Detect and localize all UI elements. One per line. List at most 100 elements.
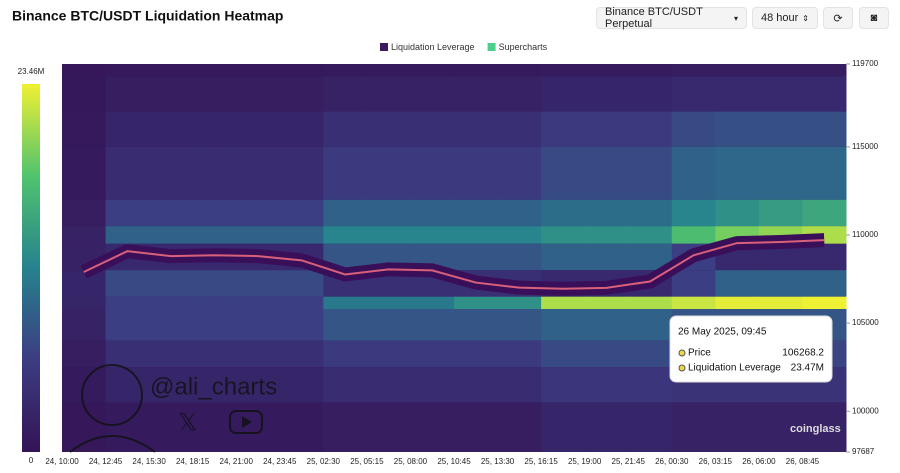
heat-cell — [410, 243, 455, 271]
heat-cell — [323, 340, 368, 368]
heat-cell — [758, 340, 803, 368]
tooltip-value: 106268.2 — [782, 348, 824, 359]
heat-cell — [584, 367, 629, 403]
heat-cell — [279, 296, 324, 310]
heat-cell — [62, 226, 107, 244]
heat-cell — [62, 146, 107, 200]
heat-cell — [454, 146, 499, 200]
heat-cell — [149, 340, 194, 368]
legend-swatch — [487, 43, 496, 51]
heat-cell — [323, 309, 368, 341]
heat-cell — [802, 367, 847, 403]
heat-cell — [366, 64, 411, 77]
heat-cell — [279, 340, 324, 368]
heat-cell — [105, 402, 150, 452]
heat-cell — [410, 146, 455, 200]
heat-cell — [628, 243, 673, 271]
heat-cell — [454, 226, 499, 244]
heat-cell — [802, 270, 847, 297]
refresh-button[interactable]: ⟳ — [823, 7, 853, 29]
x-tick-label: 24, 12:45 — [89, 457, 123, 466]
heat-cell — [715, 270, 760, 297]
heat-cell — [236, 270, 281, 297]
heat-cell — [584, 270, 629, 297]
heat-cell — [497, 270, 542, 297]
heat-cell — [192, 243, 237, 271]
heat-cell — [366, 243, 411, 271]
heat-cell — [541, 296, 586, 310]
pair-select[interactable]: Binance BTC/USDT Perpetual ▾ — [596, 6, 747, 30]
heat-cell — [671, 111, 716, 147]
color-bar — [22, 84, 40, 452]
heat-cell — [410, 199, 455, 227]
heat-cell — [454, 76, 499, 112]
heat-cell — [410, 367, 455, 403]
heat-cell — [236, 111, 281, 147]
heat-cell — [802, 309, 847, 341]
heat-cell — [410, 226, 455, 244]
heat-cell — [715, 111, 760, 147]
heat-cell — [62, 309, 107, 341]
heat-cell — [454, 402, 499, 452]
heat-cell — [758, 296, 803, 310]
heat-cell — [715, 340, 760, 368]
heat-cell — [454, 309, 499, 341]
heat-cell — [410, 270, 455, 297]
tooltip-value: 23.47M — [791, 363, 824, 374]
heat-cell — [497, 243, 542, 271]
x-tick-label: 26, 03:15 — [699, 457, 733, 466]
heat-cell — [236, 296, 281, 310]
price-line — [83, 239, 825, 290]
heat-cell — [323, 146, 368, 200]
heat-cell — [802, 146, 847, 200]
heat-cell — [671, 64, 716, 77]
heat-cell — [584, 226, 629, 244]
heat-cell — [236, 226, 281, 244]
heat-cell — [628, 76, 673, 112]
heat-cell — [671, 76, 716, 112]
heat-cell — [149, 296, 194, 310]
heat-cell — [541, 270, 586, 297]
heat-cell — [366, 76, 411, 112]
heat-cell — [149, 146, 194, 200]
heat-cell — [541, 64, 586, 77]
heat-cell — [671, 367, 716, 403]
heat-cell — [192, 367, 237, 403]
heat-cell — [62, 296, 107, 310]
y-tick-label: 119700 — [852, 59, 879, 68]
heat-cell — [410, 296, 455, 310]
heat-cell — [236, 146, 281, 200]
heat-cell — [715, 226, 760, 244]
avatar-body — [69, 435, 156, 453]
camera-button[interactable]: ◙ — [859, 7, 889, 29]
heat-cell — [454, 243, 499, 271]
heat-cell — [323, 76, 368, 112]
heat-cell — [366, 226, 411, 244]
heat-cell — [192, 309, 237, 341]
heat-cell — [410, 111, 455, 147]
heat-cell — [497, 226, 542, 244]
heat-cell — [105, 146, 150, 200]
heat-cell — [236, 402, 281, 452]
range-select[interactable]: 48 hour ⇕ — [752, 7, 818, 29]
heat-cell — [497, 309, 542, 341]
y-tick-label: 115000 — [852, 142, 879, 151]
pair-text: Binance BTC/USDT Perpetual — [605, 6, 703, 30]
heat-cell — [541, 146, 586, 200]
heat-cell — [62, 199, 107, 227]
heat-cell — [236, 76, 281, 112]
heat-cell — [454, 199, 499, 227]
heat-cell — [410, 340, 455, 368]
heat-cell — [323, 64, 368, 77]
heat-cell — [584, 76, 629, 112]
heat-cell — [715, 402, 760, 452]
heat-cell — [541, 111, 586, 147]
heat-cell — [366, 340, 411, 368]
heat-cell — [584, 199, 629, 227]
tooltip: 26 May 2025, 09:45 Price 106268.2Liquidati… — [669, 315, 833, 383]
heat-cell — [584, 64, 629, 77]
heat-cell — [671, 146, 716, 200]
heat-cell — [105, 226, 150, 244]
heat-cell — [541, 367, 586, 403]
yt-icon — [229, 410, 263, 434]
